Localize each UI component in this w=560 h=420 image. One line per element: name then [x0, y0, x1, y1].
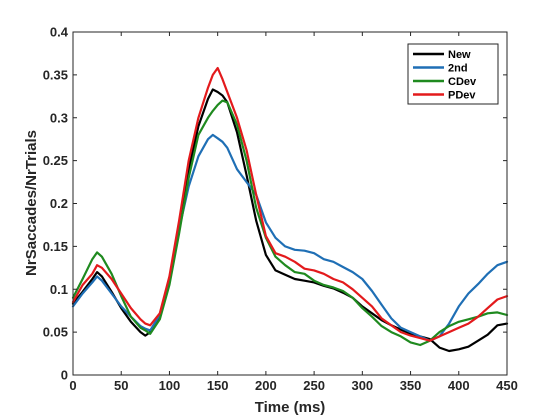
series-line-new — [71, 88, 509, 353]
x-tick-label: 400 — [448, 378, 470, 393]
legend-label: New — [448, 49, 471, 61]
x-tick-label: 50 — [114, 378, 128, 393]
x-tick-label: 350 — [400, 378, 422, 393]
x-tick-label: 0 — [69, 378, 76, 393]
series-line-pdev — [71, 66, 509, 342]
y-tick-label: 0.25 — [43, 153, 68, 168]
y-tick-label: 0.2 — [50, 196, 68, 211]
legend-label: PDev — [448, 90, 476, 102]
y-tick-label: 0.35 — [43, 67, 68, 82]
y-axis-label: NrSaccades/NrTrials — [23, 130, 40, 276]
legend-label: CDev — [448, 76, 477, 88]
legend-label: 2nd — [448, 63, 468, 75]
series-layer — [71, 66, 509, 353]
x-tick-label: 300 — [351, 378, 373, 393]
x-axis-label: Time (ms) — [255, 399, 326, 416]
x-tick-label: 250 — [303, 378, 325, 393]
y-tick-label: 0.05 — [43, 325, 68, 340]
y-axis: 0 0.05 0.1 0.15 0.2 0.25 0.3 0.35 0.4 — [43, 25, 507, 383]
x-tick-label: 450 — [496, 378, 518, 393]
x-tick-label: 150 — [207, 378, 229, 393]
y-tick-label: 0.4 — [50, 25, 69, 40]
x-tick-label: 200 — [255, 378, 277, 393]
x-axis: 0 50 100 150 200 250 300 350 400 450 — [69, 32, 518, 393]
y-tick-label: 0 — [61, 368, 68, 383]
y-tick-label: 0.1 — [50, 282, 68, 297]
series-line-cdev — [71, 99, 509, 347]
y-tick-label: 0.15 — [43, 239, 68, 254]
x-tick-label: 100 — [159, 378, 181, 393]
y-tick-label: 0.3 — [50, 110, 68, 125]
